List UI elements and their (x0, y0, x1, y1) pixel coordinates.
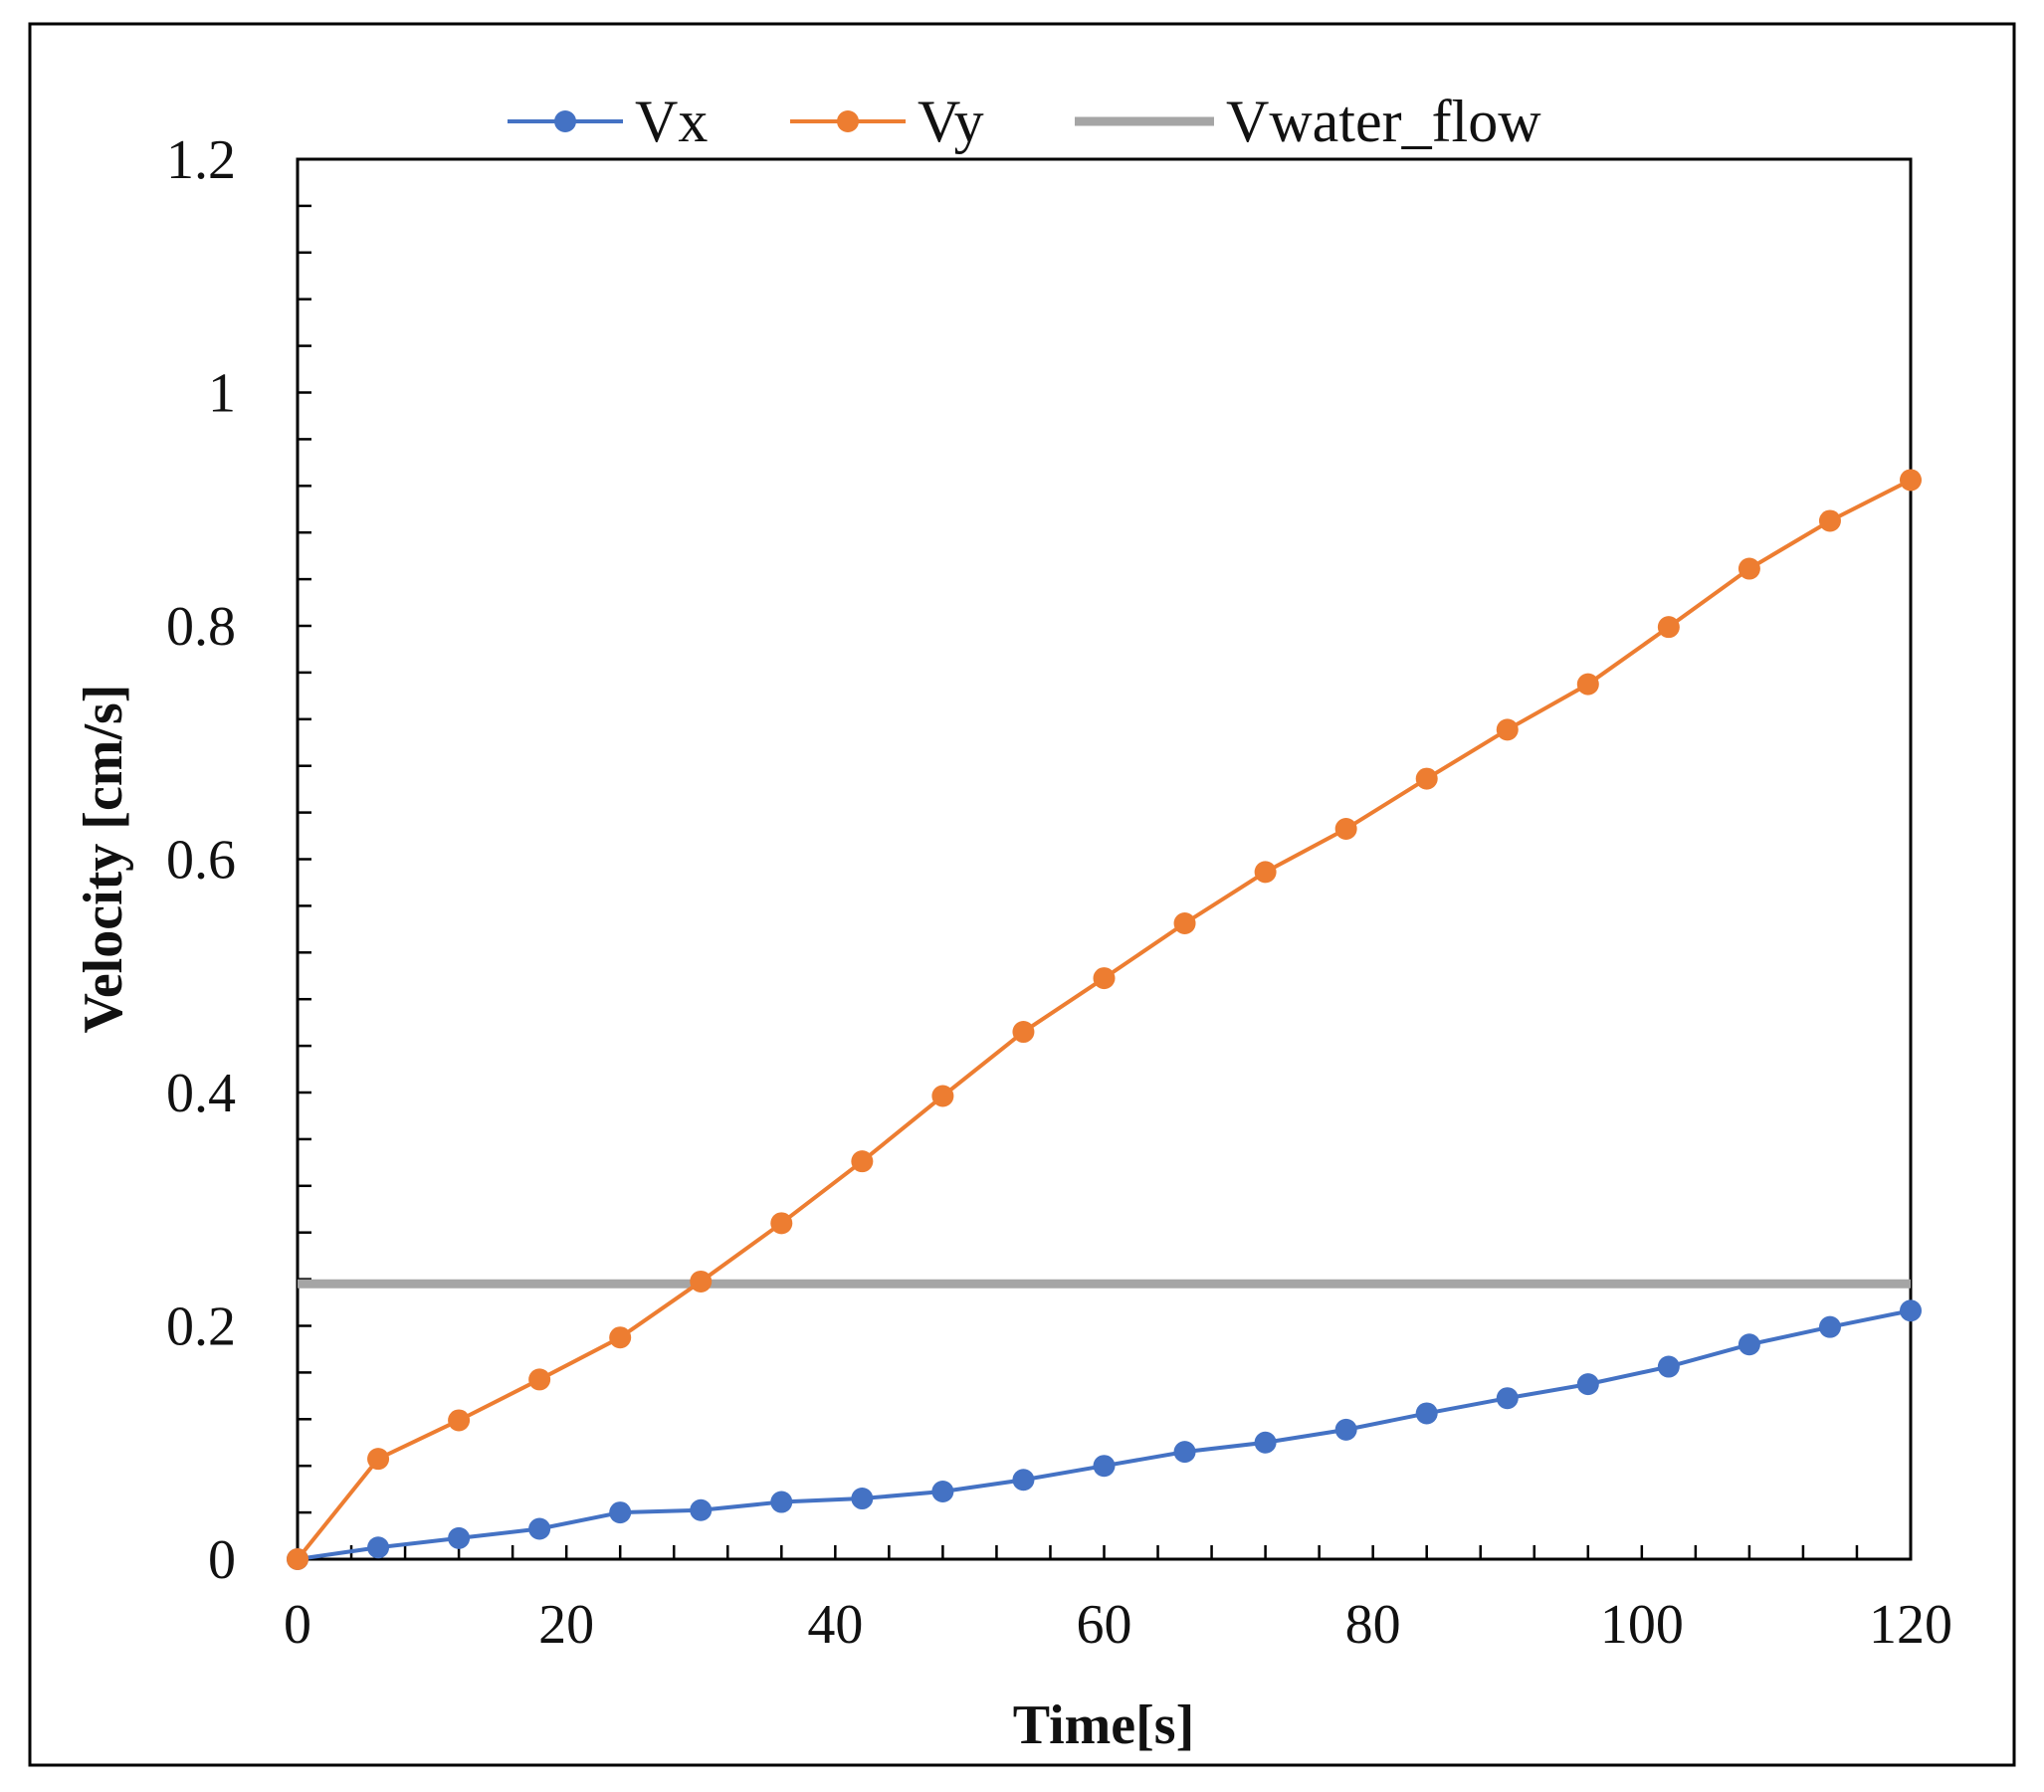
legend-label-vy: Vy (918, 89, 984, 154)
data-point-vx (1093, 1455, 1116, 1478)
data-point-vy (1254, 861, 1277, 884)
data-point-vy (770, 1212, 793, 1235)
legend-item-vy: Vy (790, 89, 984, 154)
x-tick-label: 0 (284, 1594, 311, 1656)
data-point-vy (1818, 509, 1841, 532)
y-tick-label: 0.8 (166, 596, 236, 658)
data-point-vy (448, 1409, 471, 1432)
data-point-vx (1415, 1402, 1438, 1425)
data-point-vy (1415, 767, 1438, 790)
x-tick-label: 120 (1869, 1594, 1952, 1656)
legend-label-vx: Vx (635, 89, 708, 154)
legend-label-vwater-flow: Vwater_flow (1226, 89, 1541, 154)
data-point-vx (1737, 1333, 1760, 1356)
data-point-vx (448, 1526, 471, 1549)
data-point-vx (1496, 1387, 1519, 1410)
figure-frame (28, 22, 2016, 1767)
legend-item-vwater-flow: Vwater_flow (1075, 89, 1541, 154)
y-tick-label: 0.4 (166, 1063, 236, 1124)
x-tick-label: 40 (807, 1594, 863, 1656)
data-point-vx (1012, 1469, 1035, 1492)
data-point-vy (1496, 718, 1519, 741)
legend-marker-vx (554, 110, 576, 132)
data-point-vx (1334, 1418, 1357, 1441)
data-point-vy (851, 1150, 874, 1173)
legend: Vx Vy Vwater_flow (508, 89, 1541, 154)
x-tick-label: 80 (1345, 1594, 1401, 1656)
data-point-vy (1737, 557, 1760, 580)
x-axis-title: Time[s] (1013, 1694, 1195, 1756)
data-point-vx (931, 1480, 954, 1502)
legend-marker-vy (837, 110, 859, 132)
data-point-vy (931, 1085, 954, 1107)
data-point-vy (1012, 1021, 1035, 1044)
data-point-vy (1093, 967, 1116, 990)
y-tick-label: 0 (208, 1529, 236, 1591)
data-point-vx (528, 1517, 551, 1540)
data-point-vy (528, 1368, 551, 1391)
y-tick-label: 0.2 (166, 1296, 236, 1358)
minor-ticks (298, 204, 1859, 1559)
data-point-vy (609, 1326, 632, 1349)
data-point-vy (1900, 469, 1922, 492)
x-tick-label: 20 (538, 1594, 594, 1656)
y-axis-tick-labels: 0 0.2 0.4 0.6 0.8 1 1.2 (166, 129, 236, 1591)
x-tick-label: 60 (1077, 1594, 1132, 1656)
data-point-vx (609, 1501, 632, 1524)
data-point-vy (1657, 616, 1680, 639)
y-axis-title: Velocity [cm/s] (73, 685, 134, 1034)
data-point-vy (1334, 818, 1357, 841)
data-point-vx (1818, 1315, 1841, 1338)
data-point-vy (690, 1270, 713, 1293)
series-layer (287, 469, 1922, 1570)
data-point-vy (1173, 911, 1196, 934)
y-tick-label: 0.6 (166, 830, 236, 892)
data-point-vy (1576, 673, 1599, 696)
x-axis-tick-labels: 0 20 40 60 80 100 120 (284, 1594, 1952, 1656)
y-tick-label: 1 (208, 363, 236, 425)
legend-item-vx: Vx (508, 89, 708, 154)
data-point-vy (367, 1448, 390, 1471)
data-point-vx (690, 1498, 713, 1521)
data-point-vx (1576, 1373, 1599, 1396)
y-tick-label: 1.2 (166, 129, 236, 191)
series-vy (287, 469, 1922, 1570)
data-point-vx (1657, 1355, 1680, 1378)
data-point-vx (367, 1536, 390, 1559)
data-point-vx (851, 1488, 874, 1510)
data-point-vx (1900, 1299, 1922, 1322)
data-point-vx (1254, 1431, 1277, 1454)
data-point-vx (770, 1491, 793, 1513)
x-tick-label: 100 (1600, 1594, 1684, 1656)
data-point-vx (1173, 1441, 1196, 1464)
data-point-vy (287, 1548, 308, 1570)
